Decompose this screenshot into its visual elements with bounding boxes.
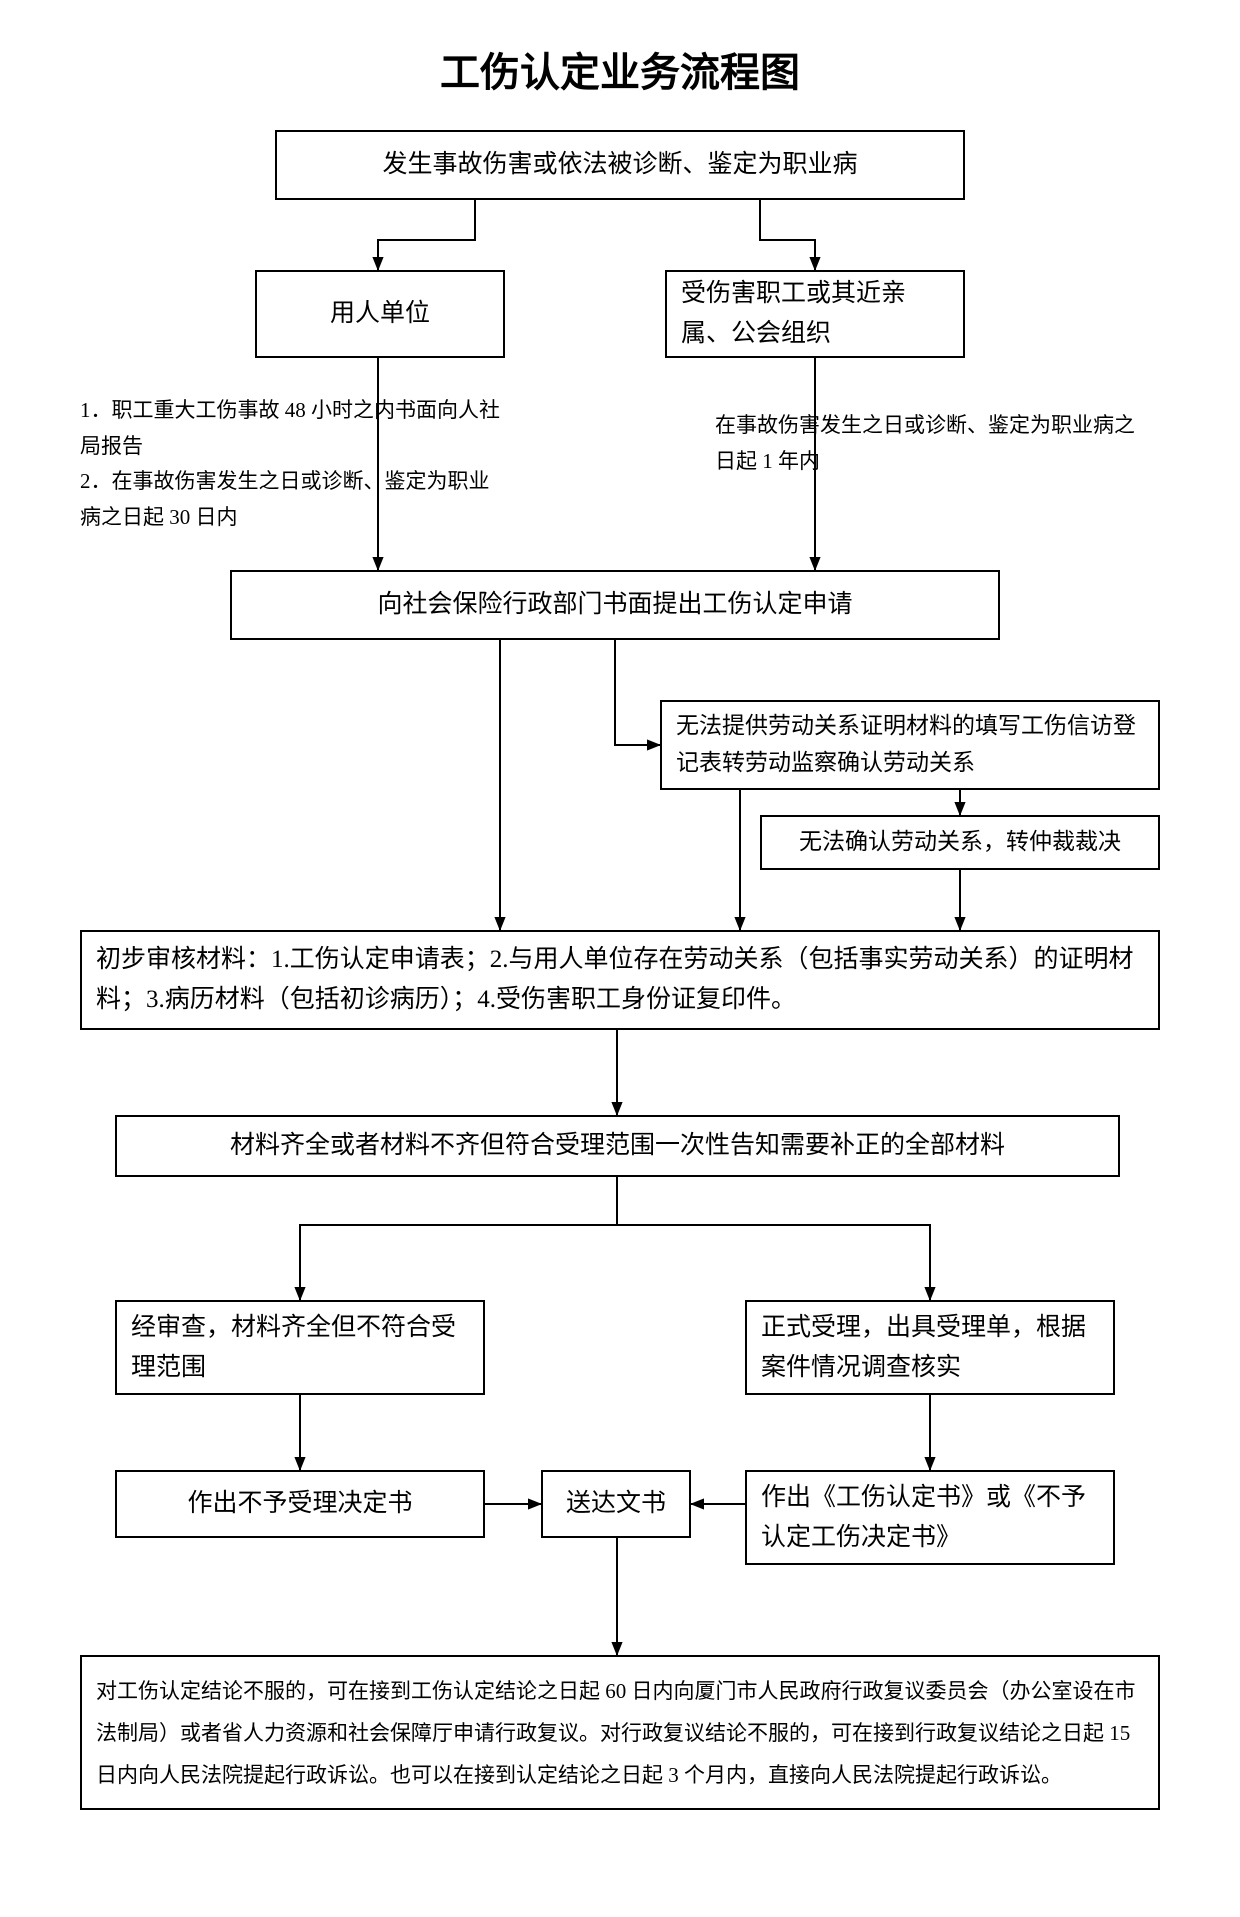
node-n7a: 经审查，材料齐全但不符合受理范围	[115, 1300, 485, 1395]
note-noteL: 1．职工重大工伤事故 48 小时之内书面向人社局报告 2．在事故伤害发生之日或诊…	[80, 393, 510, 536]
node-n5: 初步审核材料：1.工伤认定申请表；2.与用人单位存在劳动关系（包括事实劳动关系）…	[80, 930, 1160, 1030]
node-text-n8c: 送达文书	[566, 1484, 666, 1524]
node-text-n3: 向社会保险行政部门书面提出工伤认定申请	[377, 585, 852, 625]
edge-10	[300, 1177, 617, 1300]
node-n2a: 用人单位	[255, 270, 505, 358]
edge-5	[615, 640, 660, 745]
node-n1: 发生事故伤害或依法被诊断、鉴定为职业病	[275, 130, 965, 200]
node-n7b: 正式受理，出具受理单，根据案件情况调查核实	[745, 1300, 1115, 1395]
node-text-n7b: 正式受理，出具受理单，根据案件情况调查核实	[761, 1308, 1099, 1388]
node-text-n8a: 作出不予受理决定书	[187, 1484, 412, 1524]
node-text-n2a: 用人单位	[330, 294, 430, 334]
node-text-n7a: 经审查，材料齐全但不符合受理范围	[131, 1308, 469, 1388]
node-text-n1: 发生事故伤害或依法被诊断、鉴定为职业病	[382, 145, 857, 185]
node-text-n8b: 作出《工伤认定书》或《不予认定工伤决定书》	[761, 1478, 1099, 1558]
node-text-n6: 材料齐全或者材料不齐但符合受理范围一次性告知需要补正的全部材料	[230, 1126, 1005, 1166]
node-n8c: 送达文书	[541, 1470, 691, 1538]
edge-0	[378, 200, 475, 270]
note-noteR: 在事故伤害发生之日或诊断、鉴定为职业病之日起 1 年内	[715, 408, 1145, 479]
node-n8a: 作出不予受理决定书	[115, 1470, 485, 1538]
node-n4b: 无法确认劳动关系，转仲裁裁决	[760, 815, 1160, 870]
flowchart-canvas: 工伤认定业务流程图 发生事故伤害或依法被诊断、鉴定为职业病用人单位 受伤害职工或其…	[0, 0, 1240, 1917]
node-n9: 对工伤认定结论不服的，可在接到工伤认定结论之日起 60 日内向厦门市人民政府行政…	[80, 1655, 1160, 1810]
chart-title: 工伤认定业务流程图	[320, 40, 920, 98]
node-text-n4a: 无法提供劳动关系证明材料的填写工伤信访登记表转劳动监察确认劳动关系	[676, 708, 1144, 782]
node-text-n2b: 受伤害职工或其近亲属、公会组织	[681, 274, 949, 354]
node-n8b: 作出《工伤认定书》或《不予认定工伤决定书》	[745, 1470, 1115, 1565]
node-n4a: 无法提供劳动关系证明材料的填写工伤信访登记表转劳动监察确认劳动关系	[660, 700, 1160, 790]
edge-1	[760, 200, 815, 270]
node-n6: 材料齐全或者材料不齐但符合受理范围一次性告知需要补正的全部材料	[115, 1115, 1120, 1177]
node-n2b: 受伤害职工或其近亲属、公会组织	[665, 270, 965, 358]
edge-11	[617, 1225, 930, 1300]
node-text-n9: 对工伤认定结论不服的，可在接到工伤认定结论之日起 60 日内向厦门市人民政府行政…	[96, 1670, 1144, 1796]
node-text-n5: 初步审核材料：1.工伤认定申请表；2.与用人单位存在劳动关系（包括事实劳动关系）…	[96, 940, 1144, 1020]
node-text-n4b: 无法确认劳动关系，转仲裁裁决	[799, 824, 1121, 861]
node-n3: 向社会保险行政部门书面提出工伤认定申请	[230, 570, 1000, 640]
